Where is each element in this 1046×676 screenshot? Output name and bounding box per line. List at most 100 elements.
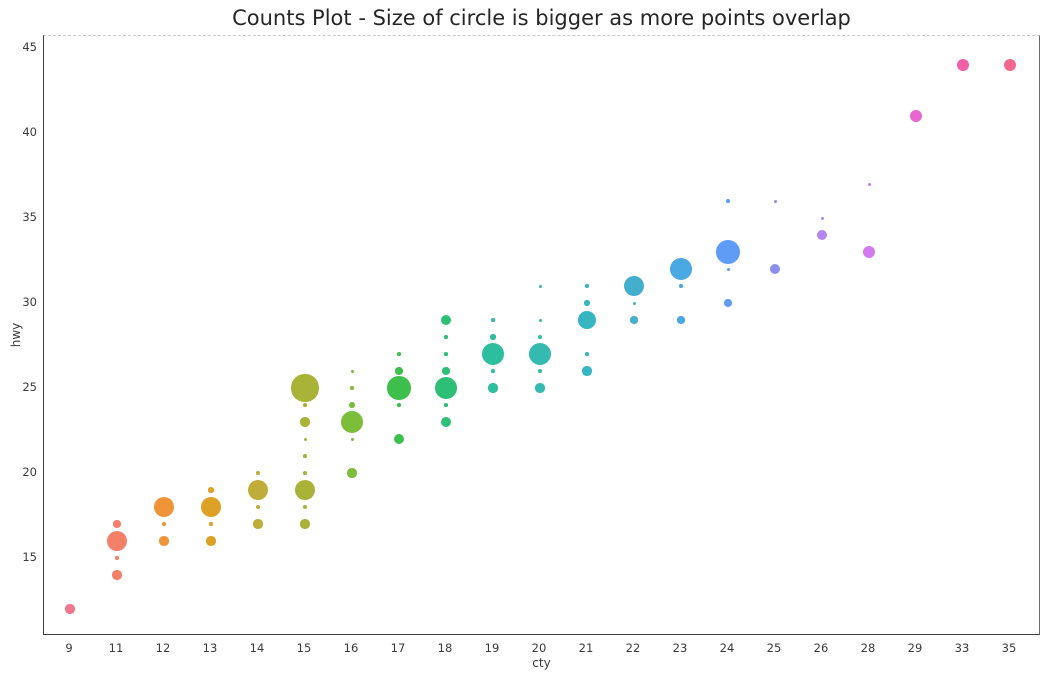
- bubble-cty20-hwy28: [538, 335, 542, 339]
- x-tick-14: 14: [249, 641, 265, 655]
- x-tick-23: 23: [672, 641, 688, 655]
- bubble-cty15-hwy19: [294, 479, 315, 500]
- bubble-cty21-hwy29: [577, 310, 597, 330]
- bubble-cty21-hwy31: [585, 284, 589, 288]
- x-tick-13: 13: [202, 641, 218, 655]
- bubble-cty13-hwy16: [206, 536, 216, 546]
- x-tick-35: 35: [1001, 641, 1017, 655]
- y-tick-45: 45: [22, 40, 37, 54]
- bubble-cty28-hwy33: [862, 245, 876, 259]
- bubble-cty15-hwy17: [300, 519, 310, 529]
- bubble-cty22-hwy31: [623, 275, 644, 296]
- bubble-cty35-hwy44: [1003, 58, 1017, 72]
- bubble-cty14-hwy20: [256, 471, 260, 475]
- bubble-cty23-hwy29: [677, 316, 685, 324]
- y-tick-40: 40: [22, 125, 37, 139]
- x-tick-25: 25: [766, 641, 782, 655]
- bubble-cty15-hwy21: [303, 454, 307, 458]
- bubble-cty19-hwy26: [491, 369, 495, 373]
- bubble-cty33-hwy44: [956, 58, 970, 72]
- x-tick-24: 24: [719, 641, 735, 655]
- x-tick-16: 16: [343, 641, 359, 655]
- x-tick-22: 22: [625, 641, 641, 655]
- bubble-cty15-hwy24: [303, 403, 307, 407]
- bubble-cty18-hwy23: [440, 416, 452, 428]
- bubble-cty18-hwy26: [442, 367, 450, 375]
- y-axis-label: hwy: [9, 322, 23, 348]
- x-tick-19: 19: [484, 641, 500, 655]
- chart-title: Counts Plot - Size of circle is bigger a…: [232, 6, 851, 30]
- bubble-cty9-hwy12: [65, 604, 75, 614]
- bubble-cty11-hwy16: [106, 530, 127, 551]
- bubble-cty17-hwy25: [387, 376, 411, 400]
- bubble-cty24-hwy36: [726, 199, 730, 203]
- bubble-cty18-hwy29: [440, 314, 452, 326]
- y-tick-30: 30: [22, 295, 37, 309]
- x-tick-18: 18: [437, 641, 453, 655]
- bubble-cty16-hwy26: [350, 369, 354, 373]
- bubble-cty16-hwy24: [349, 402, 355, 408]
- x-tick-15: 15: [296, 641, 312, 655]
- bubble-cty24-hwy33: [716, 240, 740, 264]
- bubble-cty17-hwy27: [397, 352, 401, 356]
- bubble-cty12-hwy18: [153, 496, 174, 517]
- bubble-cty16-hwy25: [350, 386, 354, 390]
- x-axis-label: cty: [532, 656, 551, 670]
- y-tick-15: 15: [22, 550, 37, 564]
- bubble-cty28-hwy37: [867, 182, 871, 186]
- bubble-cty22-hwy30: [632, 301, 636, 305]
- bubble-cty24-hwy30: [724, 299, 732, 307]
- bubble-cty22-hwy29: [630, 316, 638, 324]
- bubble-cty23-hwy32: [670, 258, 692, 280]
- x-tick-12: 12: [155, 641, 171, 655]
- bubble-cty18-hwy25: [435, 377, 457, 399]
- y-tick-35: 35: [22, 210, 37, 224]
- plot-area: [43, 35, 1040, 635]
- x-tick-33: 33: [954, 641, 970, 655]
- x-tick-21: 21: [578, 641, 594, 655]
- y-tick-25: 25: [22, 380, 37, 394]
- bubble-cty20-hwy29: [538, 318, 542, 322]
- bubble-cty18-hwy27: [444, 352, 448, 356]
- x-tick-28: 28: [860, 641, 876, 655]
- bubble-cty11-hwy17: [113, 520, 121, 528]
- bubble-cty11-hwy14: [112, 570, 122, 580]
- bubble-cty15-hwy20: [303, 471, 307, 475]
- bubble-cty17-hwy24: [397, 403, 401, 407]
- bubble-cty21-hwy30: [584, 300, 590, 306]
- x-tick-29: 29: [907, 641, 923, 655]
- bubble-cty21-hwy27: [585, 352, 589, 356]
- bubble-cty19-hwy27: [482, 343, 504, 365]
- bubble-cty15-hwy25: [291, 374, 319, 402]
- bubble-cty12-hwy16: [159, 536, 169, 546]
- bubble-cty25-hwy36: [773, 199, 777, 203]
- bubble-cty15-hwy18: [303, 505, 307, 509]
- bubble-cty12-hwy17: [162, 522, 166, 526]
- bubble-cty15-hwy22: [303, 437, 307, 441]
- x-tick-26: 26: [813, 641, 829, 655]
- x-tick-11: 11: [108, 641, 124, 655]
- bubble-cty14-hwy17: [253, 519, 263, 529]
- bubble-cty26-hwy34: [816, 229, 828, 241]
- bubble-cty18-hwy28: [444, 335, 448, 339]
- x-tick-9: 9: [65, 641, 73, 655]
- bubble-cty16-hwy20: [347, 468, 357, 478]
- bubble-cty20-hwy31: [538, 284, 542, 288]
- bubble-cty25-hwy32: [769, 263, 781, 275]
- bubble-cty13-hwy17: [209, 522, 213, 526]
- bubble-cty14-hwy18: [256, 505, 260, 509]
- bubble-cty13-hwy19: [208, 487, 214, 493]
- bubble-cty20-hwy26: [538, 369, 542, 373]
- bubble-cty23-hwy31: [679, 284, 683, 288]
- bubble-cty16-hwy22: [350, 437, 354, 441]
- x-tick-20: 20: [531, 641, 547, 655]
- bubble-cty19-hwy29: [491, 318, 495, 322]
- bubble-cty19-hwy25: [488, 383, 498, 393]
- bubble-cty19-hwy28: [490, 334, 496, 340]
- bubble-cty20-hwy25: [535, 383, 545, 393]
- bubble-cty24-hwy32: [726, 267, 730, 271]
- bubble-cty13-hwy18: [200, 496, 221, 517]
- bubble-cty26-hwy35: [820, 216, 824, 220]
- bubble-cty29-hwy41: [909, 109, 923, 123]
